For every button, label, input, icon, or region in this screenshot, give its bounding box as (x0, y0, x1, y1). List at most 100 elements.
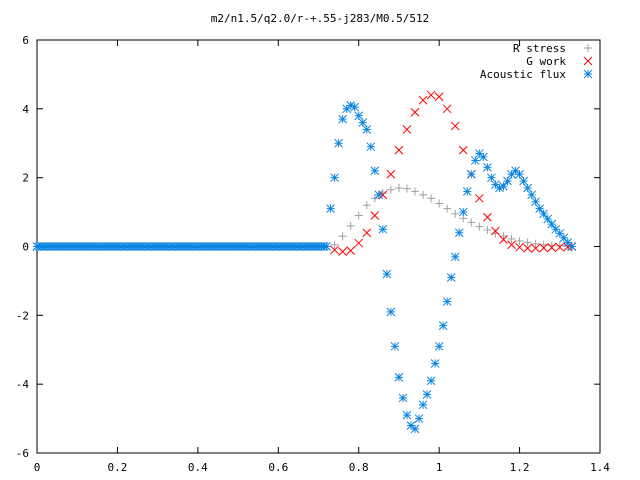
data-point (362, 125, 372, 134)
x-tick-label: 1 (436, 461, 443, 474)
data-point (330, 173, 339, 183)
data-point (394, 145, 404, 155)
data-point (346, 221, 355, 230)
data-point (535, 204, 545, 213)
data-point (338, 247, 347, 257)
x-tick-label: 1.2 (510, 461, 530, 474)
data-point (358, 118, 368, 127)
data-point (531, 239, 540, 248)
data-point (430, 359, 440, 368)
data-point (419, 190, 428, 199)
data-point (438, 321, 448, 331)
data-point (523, 243, 532, 253)
data-point (563, 242, 573, 252)
data-point (322, 242, 331, 251)
data-point (402, 184, 411, 193)
data-point (390, 341, 400, 351)
data-point (442, 104, 452, 114)
data-point (386, 185, 395, 194)
series-layer (32, 90, 577, 434)
legend-marker (583, 56, 593, 66)
legend-marker (583, 69, 593, 79)
data-point (354, 111, 364, 121)
data-point (507, 240, 516, 250)
data-point (499, 181, 508, 191)
y-tick-label: 0 (22, 241, 29, 254)
data-point (483, 212, 492, 222)
data-point (466, 169, 476, 179)
data-point (507, 234, 516, 243)
data-point (462, 187, 472, 196)
data-point (398, 393, 408, 403)
data-point (378, 190, 388, 200)
data-point (414, 414, 424, 423)
series-2 (32, 101, 577, 434)
data-point (370, 211, 380, 220)
data-point (450, 121, 460, 131)
data-point (402, 125, 412, 134)
data-point (394, 372, 404, 382)
data-point (446, 273, 456, 282)
x-tick-label: 0.4 (188, 461, 208, 474)
data-point (547, 243, 557, 252)
data-point (32, 242, 42, 251)
data-point (338, 114, 347, 124)
data-point (531, 197, 541, 207)
data-point (450, 252, 460, 262)
legend-label: Acoustic flux (480, 68, 566, 81)
data-point (434, 341, 444, 351)
data-point (386, 307, 396, 317)
data-point (418, 400, 428, 410)
data-point (483, 225, 492, 234)
data-point (458, 145, 468, 155)
data-point (426, 376, 436, 386)
data-point (531, 243, 541, 253)
data-point (499, 235, 508, 244)
data-point (434, 92, 444, 102)
data-point (370, 166, 380, 176)
data-point (567, 242, 577, 251)
legend-marker (584, 44, 592, 52)
legend-label: G work (526, 55, 566, 68)
data-point (515, 169, 524, 179)
data-point (442, 297, 452, 306)
data-point (547, 219, 557, 229)
data-point (338, 232, 347, 241)
data-point (326, 204, 335, 213)
data-point (350, 102, 360, 112)
data-point (418, 95, 428, 105)
data-point (427, 194, 436, 203)
x-tick-label: 1.4 (590, 461, 610, 474)
data-point (410, 107, 420, 117)
data-point (354, 238, 364, 248)
data-point (523, 238, 532, 247)
data-point (346, 246, 356, 255)
series-1 (330, 90, 577, 257)
data-point (519, 176, 528, 186)
chart-title: m2/n1.5/q2.0/r-+.55-j283/M0.5/512 (211, 12, 430, 25)
data-point (555, 241, 564, 250)
x-tick-label: 0.2 (107, 461, 127, 474)
y-tick-label: 2 (22, 172, 29, 185)
data-point (382, 269, 392, 279)
data-point (374, 190, 384, 200)
x-tick-label: 0.8 (349, 461, 369, 474)
data-point (454, 228, 464, 238)
series-0 (330, 183, 576, 251)
data-point (547, 241, 556, 250)
data-point (354, 211, 363, 220)
data-point (394, 183, 403, 192)
data-point (435, 199, 444, 208)
data-point (443, 204, 452, 213)
x-tick-label: 0 (34, 461, 41, 474)
data-point (330, 240, 339, 249)
y-tick-label: -4 (16, 378, 30, 391)
data-point (499, 232, 508, 241)
y-tick-label: -6 (16, 447, 29, 460)
data-point (467, 218, 476, 227)
data-point (543, 214, 553, 224)
data-point (487, 173, 496, 183)
y-tick-label: 6 (22, 34, 29, 47)
